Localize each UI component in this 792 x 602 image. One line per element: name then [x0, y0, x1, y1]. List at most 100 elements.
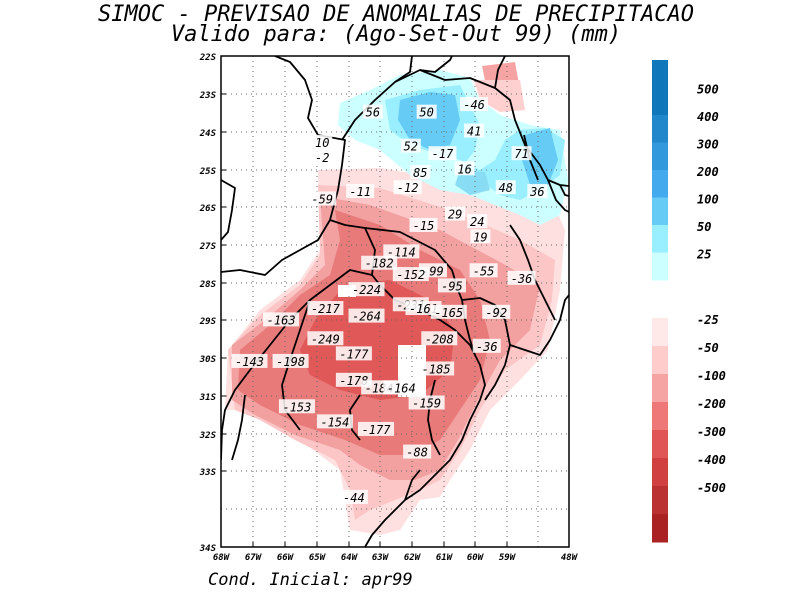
value-label: -153	[278, 399, 315, 414]
value-label-bg	[469, 263, 498, 278]
value-label: -208	[421, 331, 458, 346]
colorbar-swatch	[652, 60, 668, 88]
value-label-text: -46	[463, 98, 485, 112]
value-label-text: 85	[413, 166, 427, 180]
value-label: -15	[409, 217, 438, 233]
value-label-text: -17	[432, 147, 454, 161]
value-label-bg	[278, 399, 315, 414]
plot-frame	[220, 55, 570, 548]
value-label-text: -224	[352, 283, 381, 297]
colorbar-swatch	[652, 346, 668, 375]
value-label-bg	[507, 270, 536, 285]
colorbar-swatch	[652, 486, 668, 515]
value-label-bg	[437, 278, 466, 293]
y-tick-label: 34S	[199, 544, 217, 554]
value-label-bg	[408, 395, 445, 410]
value-label-text: -198	[276, 355, 305, 369]
x-tick-label: 64W	[341, 553, 359, 563]
value-label-bg	[472, 338, 501, 353]
x-tick-label: 65W	[309, 553, 327, 563]
value-label: -55	[469, 263, 498, 278]
value-label-text: 36	[529, 185, 544, 199]
value-label-text: -165	[434, 306, 463, 320]
colorbar-label: -300	[697, 425, 726, 439]
value-label-bg	[445, 206, 466, 221]
colorbar-swatch	[652, 430, 668, 459]
value-label: 71	[511, 146, 532, 161]
colorbar-label: 300	[696, 138, 719, 152]
value-label: -36	[507, 270, 536, 286]
value-label-text: 50	[419, 106, 433, 120]
value-label-text: -153	[282, 400, 311, 414]
colorbar-swatch	[652, 87, 668, 116]
value-label-text: 48	[499, 181, 513, 195]
value-label-text: -177	[339, 347, 369, 361]
value-label: 19	[470, 229, 491, 244]
value-label-text: 24	[470, 215, 484, 229]
value-label-bg	[316, 414, 353, 429]
value-label: 29	[445, 206, 466, 222]
y-axis: 22S 23S 24S 25S 26S 27S 28S 29S 30S 31S 32S 33S 34S	[199, 53, 226, 554]
value-label-text: -178	[339, 374, 368, 388]
colorbar-label: -200	[697, 397, 726, 411]
y-tick-label: 29S	[199, 317, 217, 327]
y-tick-label: 27S	[199, 242, 217, 252]
value-label: -143	[231, 353, 268, 369]
y-tick-label: 30S	[199, 355, 217, 365]
y-tick-label: 26S	[199, 204, 217, 214]
value-label-bg	[416, 104, 437, 119]
colorbar-swatch	[652, 458, 668, 487]
x-tick-label: 63W	[372, 553, 390, 563]
country-boundaries	[221, 56, 569, 547]
value-label: -154	[316, 414, 353, 429]
value-label: 48	[495, 180, 516, 195]
value-label-bg	[339, 489, 368, 504]
colorbar-label: 400	[697, 110, 719, 124]
value-label-bg	[348, 282, 385, 297]
value-label: 52	[400, 138, 421, 154]
map-subtitle: Valido para: (Ago-Set-Out 99) (mm)	[170, 22, 622, 47]
value-label-text: -92	[485, 306, 507, 320]
colorbar-label: 50	[697, 220, 711, 234]
colorbar-swatch	[652, 170, 668, 198]
shaded-fields: 56 50 -46 41 10 52 -17 71 -2 16 85 -11 -12 48 36 -59 29 2…	[221, 56, 569, 547]
value-label-bg	[383, 380, 420, 395]
value-label-text: 56	[366, 106, 380, 120]
value-label-bg	[348, 308, 385, 323]
value-label-text: -44	[343, 491, 365, 505]
colorbar-swatch	[652, 225, 668, 253]
value-label-text: -36	[476, 340, 498, 354]
colorbar-swatch	[652, 252, 668, 281]
value-label: -11	[346, 183, 375, 199]
y-tick-label: 31S	[199, 393, 217, 403]
value-label: -249	[307, 331, 344, 346]
value-label-bg	[464, 123, 485, 138]
value-label-bg	[418, 361, 455, 376]
value-label-bg	[392, 267, 429, 282]
value-label-bg	[362, 104, 383, 119]
value-label: 36	[527, 183, 548, 199]
value-label-bg	[263, 312, 300, 327]
value-label: -12	[393, 180, 422, 195]
value-label: -46	[460, 97, 489, 112]
value-label: 10	[312, 134, 333, 150]
value-label-bg	[383, 244, 420, 259]
value-label-bg	[467, 214, 488, 229]
value-label-text: -161	[409, 302, 438, 316]
value-label-text: -249	[311, 332, 340, 346]
value-label: -36	[472, 338, 501, 354]
colorbar-swatch	[652, 142, 668, 171]
colorbar-label: -25	[697, 313, 719, 327]
value-labels: 56 50 -46 41 10 52 -17 71 -2 16 85 -11 -12 48 36 -59 29 2…	[231, 97, 548, 505]
colorbar-swatch	[652, 318, 668, 347]
value-label-bg	[409, 217, 438, 232]
y-tick-label: 24S	[199, 129, 217, 139]
value-label: -95	[437, 278, 466, 293]
value-label: 85	[410, 165, 431, 180]
value-label: 41	[464, 123, 485, 139]
value-label: -224	[348, 282, 385, 297]
colorbar-swatch	[652, 197, 668, 226]
value-label: -264	[348, 308, 385, 324]
value-label-text: -95	[441, 279, 463, 293]
colorbar-positive: 500 400 300 200 100 50 25	[652, 60, 719, 281]
